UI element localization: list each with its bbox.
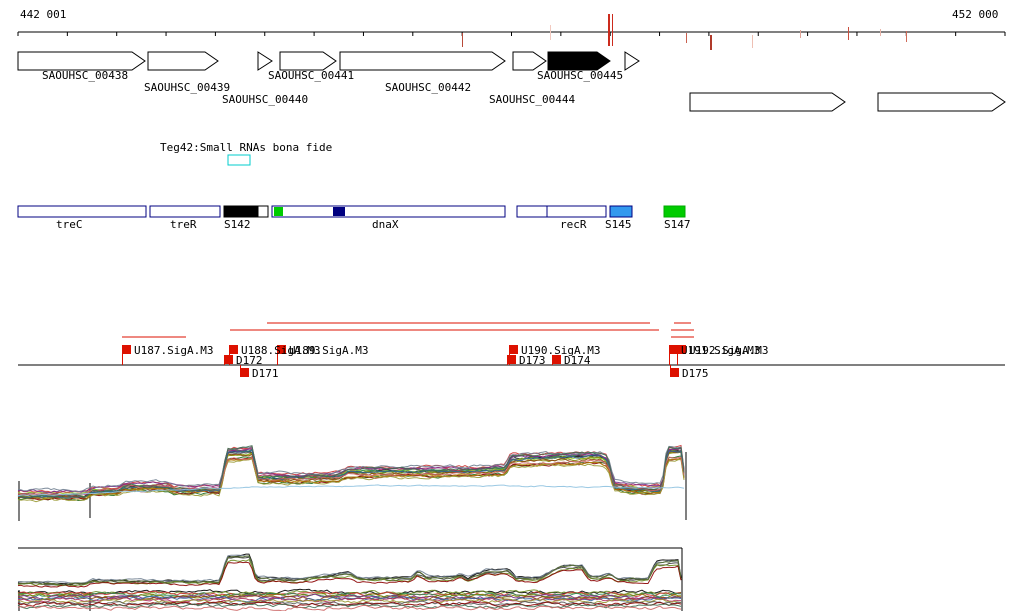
ruler-feature-mark [880,29,881,36]
ruler-feature-mark [752,35,753,48]
tss-marker-flag-D173[interactable] [507,355,516,364]
feature-box-treC[interactable] [17,205,147,218]
feature-box-S145[interactable] [609,205,633,218]
srna-track-note: Teg42:Small RNAs bona fide [160,141,333,154]
gene-arrow-unlabeled-7[interactable] [624,51,640,71]
gene-arrow-SAOUHSC_00439[interactable] [147,51,219,71]
gene-label-SAOUHSC_00445: SAOUHSC_00445 [537,69,624,82]
tss-marker-label-D175: D175 [682,367,709,380]
coverage-trace [17,456,685,497]
tss-marker-label-D172: D172 [236,354,263,367]
gene-arrow-SAOUHSC_00438[interactable] [17,51,146,71]
tss-marker-flag-D175[interactable] [670,368,679,377]
coverage-trace [17,597,681,604]
feature-box-treR[interactable] [149,205,221,218]
tss-marker-label-U189.SigA.M3: U189.SigA.M3 [289,344,369,357]
feature-box-recR[interactable] [516,205,607,218]
gene-arrow-SAOUHSC_00444[interactable] [512,51,547,71]
ruler-feature-mark [550,25,551,40]
tss-marker-label-U188.SigA.M3: U188.SigA.M3 [241,344,321,357]
tss-marker-flag-U188.SigA.M3[interactable] [229,345,238,354]
feature-label-treR: treR [170,218,197,231]
tss-marker-label-U187.SigA.M3: U187.SigA.M3 [134,344,214,357]
tss-marker-flag-D171[interactable] [240,368,249,377]
feature-label-S145: S145 [605,218,632,231]
tss-marker-label-D174: D174 [564,354,591,367]
tss-marker-label-D171: D171 [252,367,279,380]
ruler-feature-mark [800,30,801,38]
ruler-feature-mark [906,31,907,42]
feature-label-S142: S142 [224,218,251,231]
ruler-feature-mark [710,35,712,50]
coverage-trace [17,600,682,607]
coverage-trace [17,458,685,503]
coverage-trace [17,604,682,611]
feature-domain-segment [274,207,283,216]
tss-marker-label-D173: D173 [519,354,546,367]
gene-arrow-unlabeled-8[interactable] [689,92,846,112]
feature-box-dnaX[interactable] [271,205,506,218]
gene-arrow-SAOUHSC_00445[interactable] [547,51,611,71]
gene-label-SAOUHSC_00440: SAOUHSC_00440 [222,93,309,106]
coverage-trace [17,559,682,587]
tss-marker-flag-D172[interactable] [224,355,233,364]
feature-domain-segment [333,207,345,216]
gene-arrow-SAOUHSC_00441[interactable] [279,51,337,71]
coverage-trace [17,593,682,601]
coverage-trace [17,445,685,493]
coverage-trace [17,602,682,610]
feature-label-dnaX: dnaX [372,218,399,231]
tss-marker-flag-U192.SigA.M3[interactable] [677,345,686,354]
ruler-start-coordinate: 442 001 [20,8,67,21]
gene-label-SAOUHSC_00444: SAOUHSC_00444 [489,93,576,106]
tss-marker-flag-U189.SigA.M3[interactable] [277,345,286,354]
coverage-trace [17,449,685,499]
tss-marker-label-U192.SigA.M3: U192.SigA.M3 [689,344,769,357]
coverage-trace [17,592,682,598]
gene-label-SAOUHSC_00442: SAOUHSC_00442 [385,81,472,94]
feature-label-treC: treC [56,218,83,231]
ruler-feature-mark [462,33,463,47]
tss-marker-flag-D174[interactable] [552,355,561,364]
srna-feature-box[interactable] [227,154,251,166]
tss-marker-label-U190.SigA.M3: U190.SigA.M3 [521,344,601,357]
feature-box-unlabeled-3[interactable] [257,205,269,218]
ruler-feature-mark [848,27,849,40]
gene-label-SAOUHSC_00441: SAOUHSC_00441 [268,69,355,82]
tss-marker-flag-U191.SigA.M3[interactable] [669,345,678,354]
feature-box-S147[interactable] [663,205,686,218]
gene-arrow-SAOUHSC_00440[interactable] [257,51,273,71]
coverage-trace [17,484,685,497]
coverage-trace [17,596,682,604]
coverage-trace [18,555,682,586]
coverage-trace [17,445,685,498]
coverage-trace [17,458,685,500]
ruler-feature-mark [608,14,610,46]
ruler-feature-mark [612,14,613,46]
ruler-feature-mark [686,33,687,43]
coverage-trace [17,561,682,588]
tss-marker-flag-U187.SigA.M3[interactable] [122,345,131,354]
gene-label-SAOUHSC_00438: SAOUHSC_00438 [42,69,129,82]
tss-marker-label-U191.SigA.M3: U191.SigA.M3 [681,344,761,357]
ruler-end-coordinate: 452 000 [952,8,999,21]
gene-arrow-unlabeled-9[interactable] [877,92,1006,112]
gene-arrow-SAOUHSC_00442[interactable] [339,51,506,71]
feature-label-recR: recR [560,218,587,231]
feature-label-S147: S147 [664,218,691,231]
tss-marker-flag-U190.SigA.M3[interactable] [509,345,518,354]
gene-label-SAOUHSC_00439: SAOUHSC_00439 [144,81,231,94]
feature-box-S142[interactable] [223,205,259,218]
